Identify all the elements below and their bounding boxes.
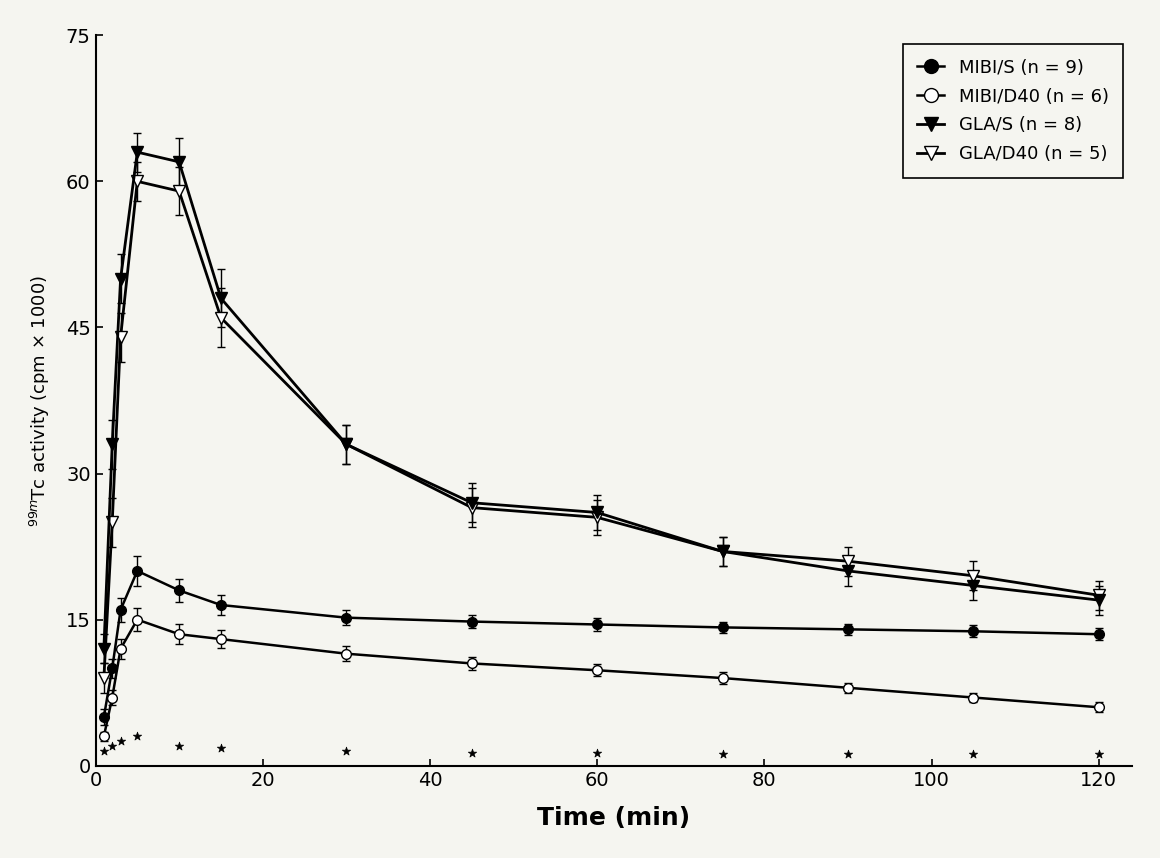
Y-axis label: $^{99m}$Tc activity (cpm × 1000): $^{99m}$Tc activity (cpm × 1000) xyxy=(28,275,52,527)
Point xyxy=(111,734,130,748)
Point xyxy=(95,744,114,758)
Point xyxy=(1089,747,1108,761)
X-axis label: Time (min): Time (min) xyxy=(537,807,690,831)
Point xyxy=(463,746,481,760)
Legend: MIBI/S (n = 9), MIBI/D40 (n = 6), GLA/S (n = 8), GLA/D40 (n = 5): MIBI/S (n = 9), MIBI/D40 (n = 6), GLA/S … xyxy=(902,45,1123,178)
Point xyxy=(169,740,188,753)
Point xyxy=(211,741,230,755)
Point xyxy=(128,729,146,743)
Point xyxy=(713,747,732,761)
Point xyxy=(588,746,607,760)
Point xyxy=(964,747,983,761)
Point xyxy=(839,747,857,761)
Point xyxy=(338,744,356,758)
Point xyxy=(103,740,122,753)
